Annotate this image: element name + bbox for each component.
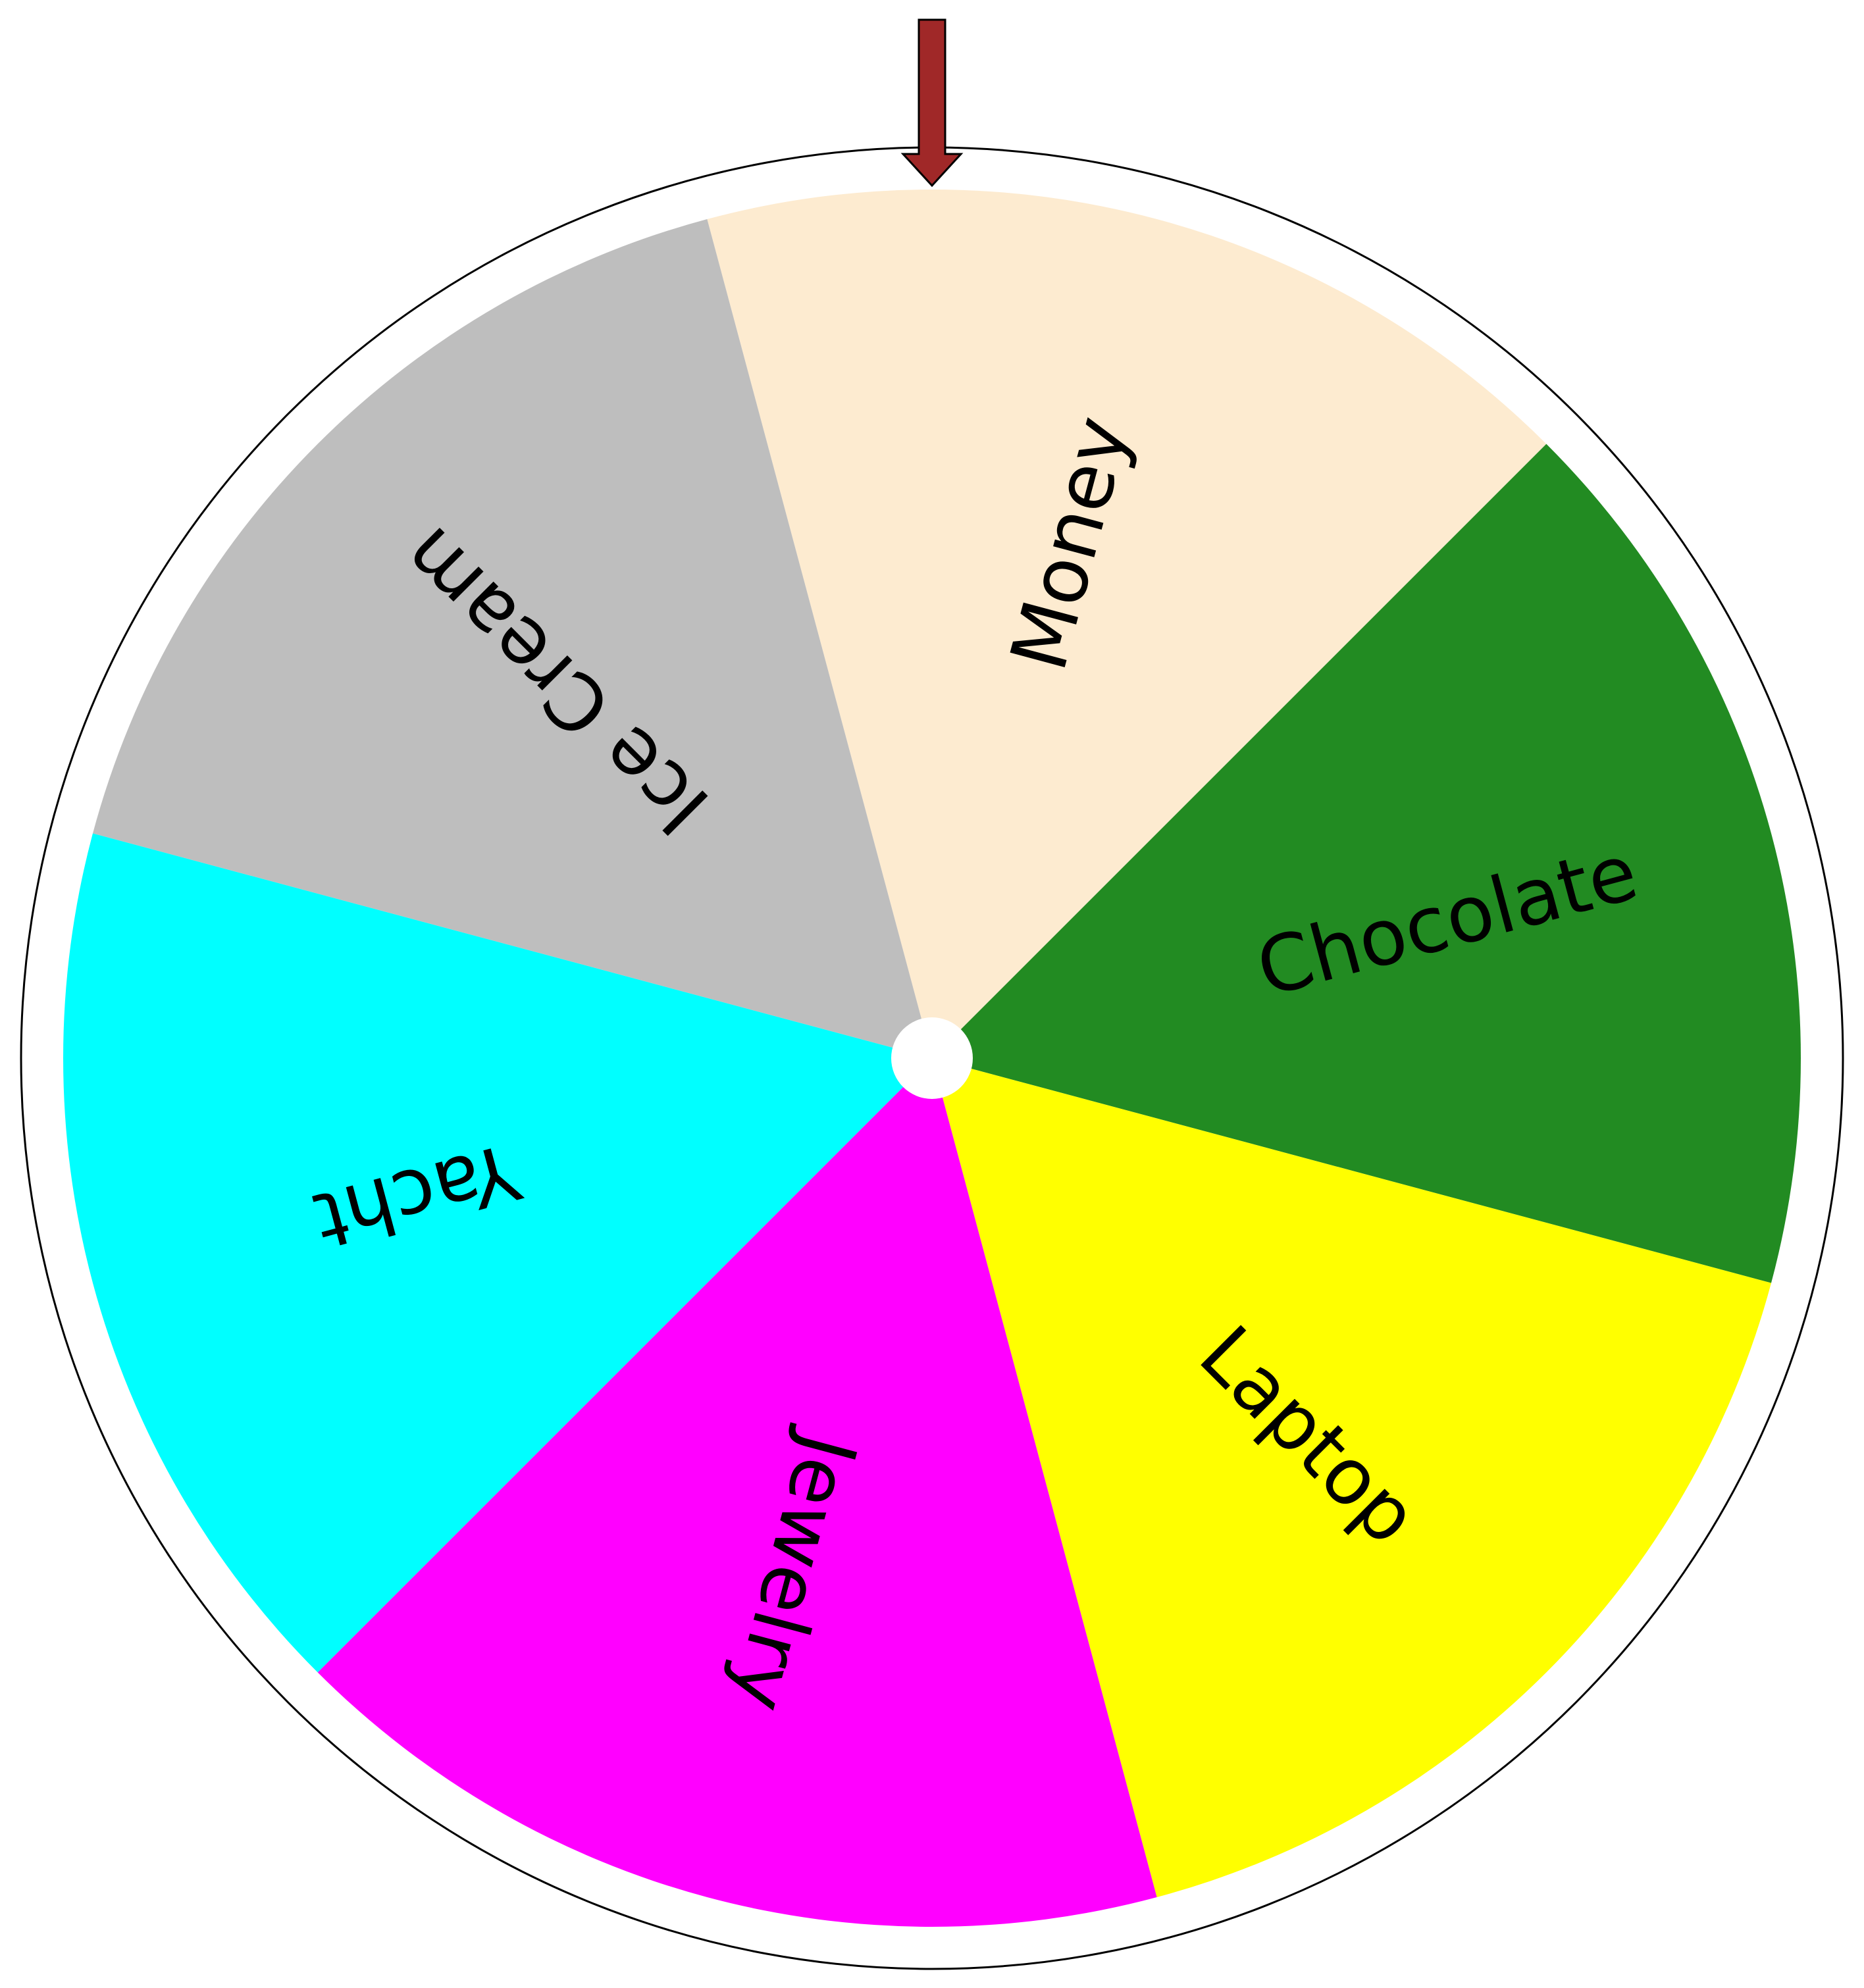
wheel-segment-laptop [932,1058,1772,1898]
wheel-hub[interactable] [891,1017,973,1099]
wheel-segment-money [707,190,1547,1059]
down-arrow-icon [900,18,964,188]
wheel-segment-chocolate [932,444,1801,1283]
wheel-segment-ice-cream [92,218,933,1059]
wheel-segment-yacht [63,833,933,1673]
wheel-segments [63,190,1801,1927]
wheel-segment-jewelry [317,1058,1157,1927]
